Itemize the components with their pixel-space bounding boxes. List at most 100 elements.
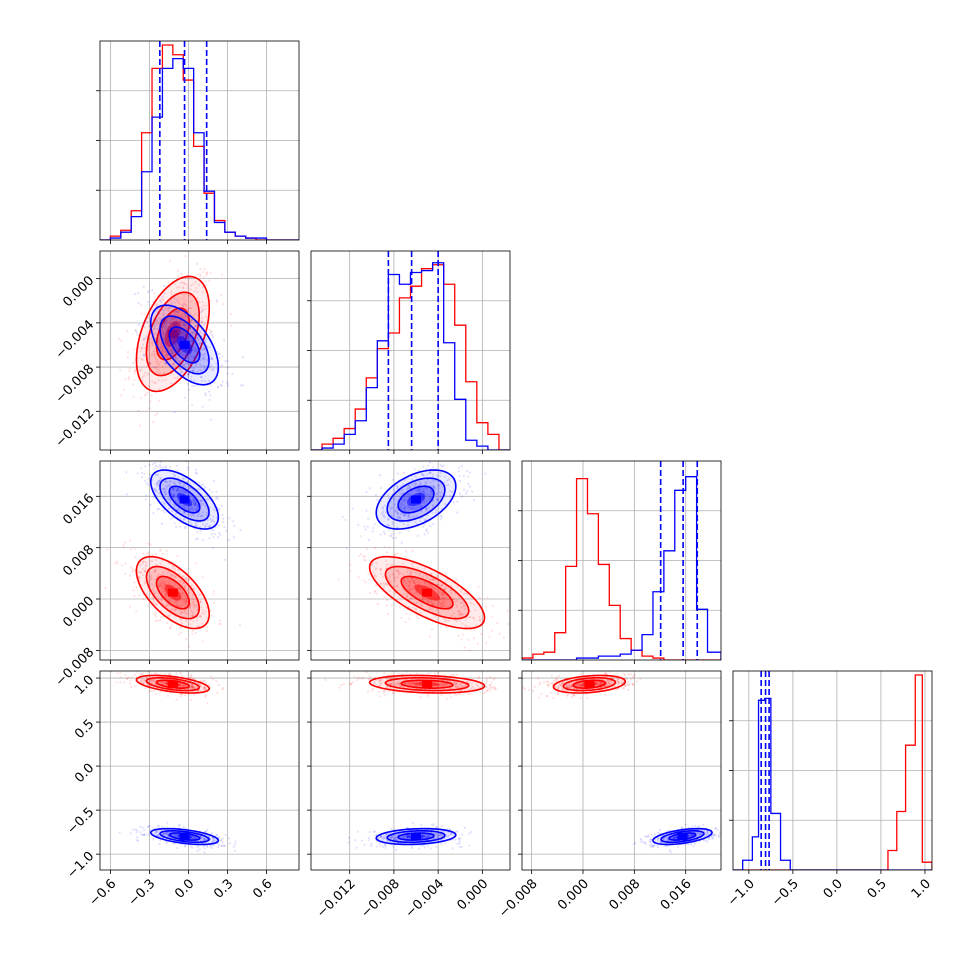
scatter-point: [511, 692, 513, 694]
scatter-point: [190, 365, 193, 368]
scatter-point: [470, 831, 473, 834]
scatter-point: [478, 596, 481, 600]
scatter-point: [187, 591, 191, 594]
panel-2-2: [518, 460, 722, 664]
scatter-point: [186, 600, 189, 603]
scatter-point: [178, 330, 182, 333]
scatter-point: [160, 329, 163, 333]
scatter-point: [408, 513, 411, 516]
scatter-point: [431, 586, 434, 589]
scatter-point: [454, 600, 457, 604]
scatter-point: [485, 680, 488, 683]
scatter-point: [171, 317, 174, 321]
scatter-point: [423, 533, 426, 536]
scatter-point: [183, 610, 186, 613]
scatter-point: [441, 601, 444, 604]
scatter-point: [190, 845, 193, 848]
scatter-point: [431, 505, 434, 508]
scatter-point: [160, 585, 163, 588]
scatter-point: [418, 847, 421, 850]
scatter-point: [212, 601, 216, 605]
scatter-point: [146, 604, 150, 607]
scatter-point: [167, 497, 170, 500]
scatter-point: [170, 299, 173, 303]
scatter-point: [440, 842, 443, 846]
scatter-point: [163, 354, 167, 357]
scatter-point: [403, 514, 407, 517]
scatter-point: [179, 612, 182, 616]
scatter-point: [406, 594, 410, 597]
scatter-point: [168, 498, 171, 501]
scatter-point: [188, 645, 191, 648]
scatter-point: [122, 543, 125, 546]
scatter-point: [192, 368, 195, 372]
scatter-point: [190, 514, 193, 517]
scatter-point: [422, 491, 426, 494]
scatter-point: [460, 845, 463, 848]
scatter-point: [429, 471, 433, 474]
scatter-point: [441, 592, 444, 596]
scatter-point: [403, 513, 406, 516]
scatter-point: [419, 696, 422, 699]
scatter-point: [126, 351, 130, 354]
scatter-point: [168, 501, 171, 505]
scatter-point: [379, 474, 382, 477]
scatter-point: [458, 619, 461, 622]
scatter-point: [441, 603, 444, 606]
scatter-point: [217, 684, 220, 687]
scatter-point: [164, 362, 167, 365]
scatter-point: [387, 496, 391, 500]
scatter-point: [412, 515, 415, 518]
scatter-point: [200, 499, 203, 502]
scatter-point: [196, 604, 199, 607]
scatter-point: [445, 626, 448, 629]
scatter-point: [191, 506, 194, 509]
scatter-point: [160, 598, 163, 601]
scatter-point: [156, 337, 159, 340]
scatter-point: [132, 589, 135, 592]
scatter-point: [161, 295, 164, 298]
scatter-point: [186, 674, 189, 677]
scatter-point: [408, 580, 412, 583]
scatter-point: [401, 501, 404, 504]
scatter-point: [179, 626, 183, 629]
scatter-point: [194, 364, 198, 367]
scatter-point: [204, 394, 207, 397]
scatter-point: [217, 535, 220, 539]
scatter-point: [165, 622, 169, 625]
scatter-point: [364, 528, 367, 531]
scatter-point: [472, 603, 476, 606]
scatter-point: [158, 549, 162, 552]
scatter-point: [183, 694, 187, 697]
scatter-point: [443, 617, 446, 620]
scatter-point: [133, 569, 136, 572]
scatter-point: [195, 336, 198, 339]
scatter-point: [159, 479, 162, 482]
scatter-point: [407, 585, 410, 588]
scatter-point: [192, 497, 195, 500]
scatter-point: [182, 581, 185, 584]
scatter-point: [150, 576, 153, 580]
scatter-point: [437, 484, 440, 487]
scatter-point: [136, 292, 140, 295]
scatter-point: [199, 530, 202, 533]
scatter-point: [172, 488, 175, 491]
scatter-point: [184, 356, 187, 359]
scatter-point: [368, 591, 372, 595]
scatter-point: [184, 600, 187, 604]
scatter-point: [157, 573, 160, 576]
scatter-point: [412, 581, 416, 584]
scatter-point: [157, 492, 160, 495]
scatter-point: [390, 827, 393, 831]
scatter-point: [431, 451, 433, 453]
scatter-point: [189, 306, 192, 310]
scatter-point: [444, 620, 447, 623]
scatter-point: [471, 490, 474, 493]
scatter-point: [191, 314, 195, 318]
scatter-point: [170, 290, 173, 293]
scatter-point: [156, 310, 159, 313]
scatter-point: [195, 619, 198, 622]
scatter-point: [179, 352, 182, 356]
scatter-point: [379, 533, 382, 536]
scatter-point: [151, 559, 154, 563]
